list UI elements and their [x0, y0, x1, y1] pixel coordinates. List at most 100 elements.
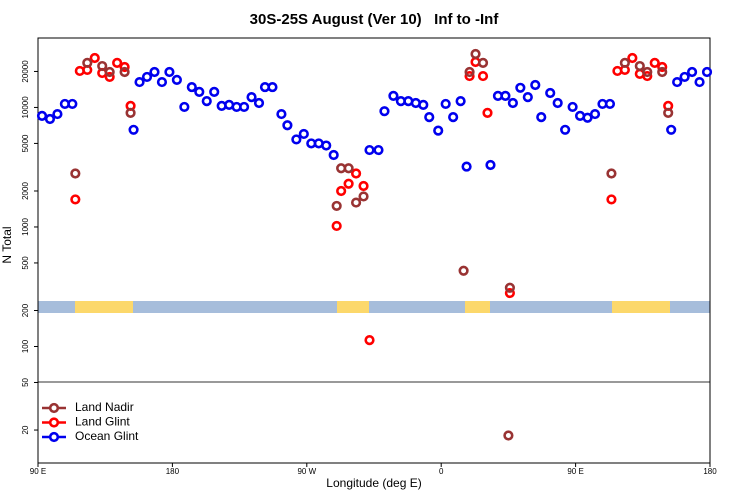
point — [552, 97, 563, 109]
point — [82, 57, 93, 68]
point — [67, 98, 78, 110]
point — [560, 124, 571, 135]
legend-marker — [48, 431, 60, 443]
point — [642, 66, 653, 78]
point — [70, 168, 81, 179]
point — [331, 220, 342, 232]
point — [149, 66, 160, 78]
point — [276, 108, 287, 120]
point — [433, 125, 444, 136]
point — [104, 66, 115, 78]
point — [530, 79, 541, 91]
point — [458, 265, 469, 276]
y-tick-label: 10000 — [21, 96, 30, 119]
x-axis-label: Longitude (deg E) — [326, 476, 421, 490]
point — [500, 90, 511, 101]
point — [666, 124, 677, 135]
point — [582, 112, 593, 123]
point — [331, 200, 342, 212]
point — [567, 101, 578, 113]
y-tick-label: 20 — [21, 425, 30, 434]
point — [112, 57, 123, 68]
point — [336, 185, 347, 197]
point — [128, 124, 139, 135]
point — [482, 107, 493, 119]
point — [663, 107, 674, 119]
legend-marker — [48, 402, 60, 414]
point — [477, 57, 489, 68]
x-tick-label: 180 — [166, 467, 180, 476]
point — [606, 194, 617, 205]
x-tick-label: 90 E — [30, 467, 46, 476]
plot-frame — [37, 37, 711, 464]
point — [464, 66, 475, 78]
point — [282, 120, 293, 131]
point — [350, 197, 362, 208]
point — [507, 97, 518, 109]
y-axis-label: N Total — [0, 226, 14, 263]
point — [477, 70, 489, 82]
land-segment — [337, 301, 369, 313]
land-segment — [612, 301, 670, 313]
point — [672, 76, 683, 88]
point — [343, 178, 354, 189]
x-tick-label: 90 W — [297, 467, 316, 476]
land-segment — [75, 301, 133, 313]
point — [504, 282, 515, 293]
point — [461, 161, 472, 172]
chart-title: 30S-25S August (Ver 10) Inf to -Inf — [250, 11, 500, 28]
point — [522, 92, 533, 103]
point — [186, 81, 197, 93]
point — [589, 108, 601, 120]
point — [125, 107, 136, 119]
y-tick-label: 200 — [21, 303, 30, 317]
point — [504, 287, 515, 299]
point — [373, 144, 384, 156]
point — [209, 86, 220, 97]
point — [627, 52, 638, 64]
point — [171, 74, 182, 85]
point — [679, 71, 690, 83]
y-tick-label: 5000 — [21, 134, 30, 152]
legend-label: Land Nadir — [75, 400, 134, 414]
point — [350, 168, 362, 179]
point — [634, 60, 645, 72]
point — [89, 52, 100, 64]
point — [364, 335, 375, 346]
point — [364, 144, 375, 156]
point — [455, 95, 466, 107]
y-tick-label: 20000 — [21, 60, 30, 83]
point — [536, 112, 547, 123]
point — [343, 163, 354, 174]
point — [267, 81, 278, 93]
point — [246, 92, 257, 103]
point — [503, 430, 514, 441]
point — [238, 101, 250, 113]
point — [321, 140, 332, 151]
point — [104, 71, 115, 83]
land-segment — [465, 301, 490, 313]
point — [70, 194, 81, 205]
point — [606, 168, 617, 179]
point — [164, 66, 175, 78]
y-tick-label: 2000 — [21, 182, 30, 200]
point — [44, 113, 56, 125]
point — [253, 97, 265, 109]
x-tick-label: 180 — [703, 467, 717, 476]
point — [657, 61, 668, 73]
point — [604, 98, 616, 110]
point — [649, 57, 660, 68]
point — [545, 87, 556, 99]
legend-label: Ocean Glint — [75, 429, 139, 443]
point — [298, 128, 309, 140]
point — [424, 112, 435, 123]
point — [328, 149, 339, 161]
point — [657, 66, 668, 78]
point — [694, 76, 705, 88]
point — [134, 76, 145, 88]
y-tick-label: 500 — [21, 256, 30, 270]
y-tick-label: 1000 — [21, 218, 30, 236]
point — [179, 101, 190, 113]
point — [619, 57, 630, 68]
